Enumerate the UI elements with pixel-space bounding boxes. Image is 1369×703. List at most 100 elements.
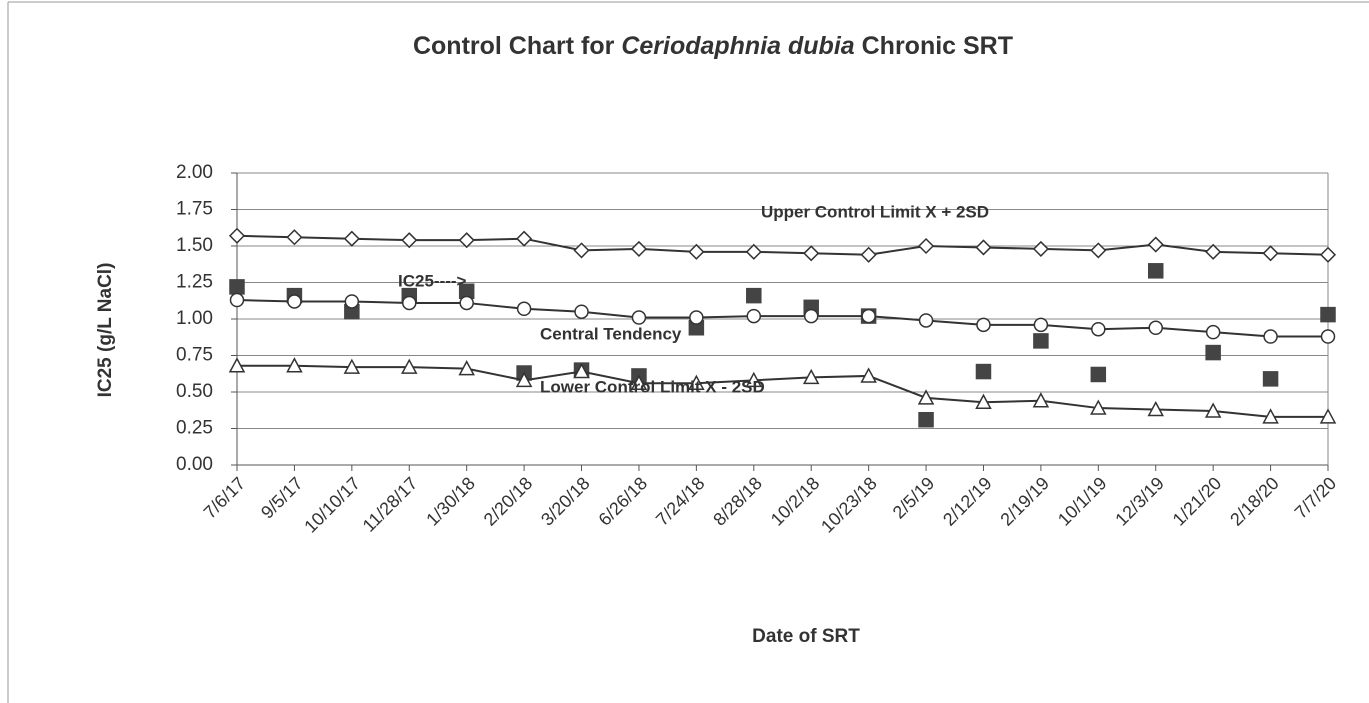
diamond-marker bbox=[343, 230, 360, 247]
x-tick-label: 10/1/19 bbox=[1054, 473, 1111, 530]
circle-marker bbox=[344, 294, 360, 309]
circle-marker bbox=[1148, 320, 1163, 336]
x-tick-label: 7/7/20 bbox=[1291, 473, 1341, 523]
chart-title: Control Chart for Ceriodaphnia dubia Chr… bbox=[413, 32, 1013, 60]
title-part: Control Chart for bbox=[413, 32, 621, 60]
series-label: Lower Control Limit X - 2SD bbox=[540, 377, 765, 396]
circle-marker bbox=[861, 308, 876, 324]
circle-marker bbox=[918, 313, 934, 328]
x-tick-label: 1/21/20 bbox=[1169, 473, 1226, 530]
diamond-marker bbox=[975, 239, 992, 256]
triangle-marker bbox=[401, 358, 418, 374]
diamond-marker bbox=[1262, 245, 1279, 262]
x-tick-label: 10/10/17 bbox=[300, 473, 364, 537]
diamond-marker bbox=[745, 243, 762, 260]
x-tick-label: 7/6/17 bbox=[200, 473, 250, 523]
diamond-marker bbox=[1032, 240, 1049, 257]
y-tick-label: 2.00 bbox=[176, 162, 213, 183]
circle-marker bbox=[746, 308, 762, 324]
y-tick-label: 0.25 bbox=[176, 418, 213, 439]
circle-marker bbox=[1205, 324, 1221, 340]
circle-marker bbox=[287, 294, 302, 309]
x-tick-label: 8/28/18 bbox=[709, 473, 766, 530]
circle-marker bbox=[1033, 317, 1049, 333]
triangle-marker bbox=[1319, 408, 1337, 424]
diamond-marker bbox=[860, 246, 877, 263]
x-tick-label: 10/23/18 bbox=[817, 473, 881, 537]
square-marker bbox=[1262, 371, 1279, 387]
triangle-marker bbox=[1147, 400, 1164, 417]
series-line bbox=[236, 299, 1328, 338]
circle-marker bbox=[689, 310, 704, 325]
triangle-marker bbox=[286, 357, 303, 373]
diamond-marker bbox=[917, 237, 935, 255]
circle-marker bbox=[803, 308, 819, 324]
series-line bbox=[236, 234, 1329, 256]
circle-marker bbox=[402, 295, 417, 311]
triangle-marker bbox=[458, 360, 475, 376]
square-marker bbox=[918, 411, 934, 428]
diamond-marker bbox=[1319, 246, 1337, 263]
triangle-marker bbox=[573, 362, 590, 379]
triangle-marker bbox=[343, 358, 361, 374]
triangle-marker bbox=[975, 393, 992, 409]
square-marker bbox=[1147, 263, 1164, 279]
series-line bbox=[237, 364, 1328, 418]
circle-marker bbox=[1263, 329, 1278, 344]
diamond-marker bbox=[458, 232, 475, 249]
triangle-marker bbox=[1032, 392, 1050, 408]
y-tick-label: 1.50 bbox=[176, 235, 213, 256]
square-marker bbox=[975, 363, 992, 380]
x-tick-label: 7/24/18 bbox=[652, 473, 709, 530]
y-tick-label: 0.50 bbox=[176, 381, 213, 402]
triangle-marker bbox=[917, 389, 935, 405]
diamond-marker bbox=[1090, 242, 1107, 259]
x-tick-label: 2/19/19 bbox=[996, 473, 1053, 530]
diamond-marker bbox=[228, 227, 246, 244]
diamond-marker bbox=[688, 243, 705, 260]
circle-marker bbox=[516, 301, 532, 317]
triangle-marker bbox=[630, 374, 648, 390]
series-label: IC25----> bbox=[398, 271, 467, 290]
diamond-marker bbox=[573, 242, 590, 259]
x-tick-label: 6/26/18 bbox=[595, 473, 652, 530]
square-marker bbox=[1320, 306, 1336, 323]
x-tick-label: 2/12/19 bbox=[939, 473, 996, 530]
series-label: Upper Control Limit X + 2SD bbox=[761, 202, 989, 221]
diamond-marker bbox=[803, 245, 820, 262]
diamond-marker bbox=[630, 240, 648, 257]
square-marker bbox=[229, 279, 245, 295]
triangle-marker bbox=[1204, 402, 1222, 418]
circle-marker bbox=[631, 310, 647, 325]
triangle-marker bbox=[515, 371, 533, 388]
y-axis-title: IC25 (g/L NaCl) bbox=[95, 263, 116, 398]
x-tick-label: 2/5/19 bbox=[889, 473, 939, 523]
diamond-marker bbox=[516, 230, 533, 247]
x-tick-label: 10/2/18 bbox=[767, 473, 824, 530]
circle-marker bbox=[976, 317, 991, 333]
circle-marker bbox=[229, 292, 245, 308]
diamond-marker bbox=[286, 229, 303, 246]
series-label: Central Tendency bbox=[540, 324, 682, 343]
x-tick-label: 9/5/17 bbox=[257, 473, 307, 523]
circle-marker bbox=[459, 295, 474, 311]
square-marker bbox=[1205, 344, 1221, 361]
circle-marker bbox=[574, 304, 589, 319]
circle-marker bbox=[1091, 321, 1106, 337]
diamond-marker bbox=[401, 232, 418, 249]
x-tick-label: 12/3/19 bbox=[1111, 473, 1168, 530]
y-tick-label: 0.00 bbox=[176, 454, 213, 475]
x-tick-label: 1/30/18 bbox=[422, 473, 479, 530]
title-part: Ceriodaphnia dubia bbox=[621, 32, 854, 60]
x-tick-label: 2/18/20 bbox=[1226, 473, 1283, 530]
diamond-marker bbox=[1205, 243, 1222, 260]
triangle-marker bbox=[745, 371, 763, 388]
square-marker bbox=[1090, 366, 1107, 383]
triangle-marker bbox=[1090, 399, 1107, 415]
y-tick-label: 1.00 bbox=[176, 308, 213, 329]
triangle-marker bbox=[228, 357, 246, 373]
triangle-marker bbox=[688, 374, 705, 390]
diamond-marker bbox=[1147, 236, 1164, 253]
triangle-marker bbox=[1262, 408, 1279, 424]
triangle-marker bbox=[860, 367, 877, 383]
